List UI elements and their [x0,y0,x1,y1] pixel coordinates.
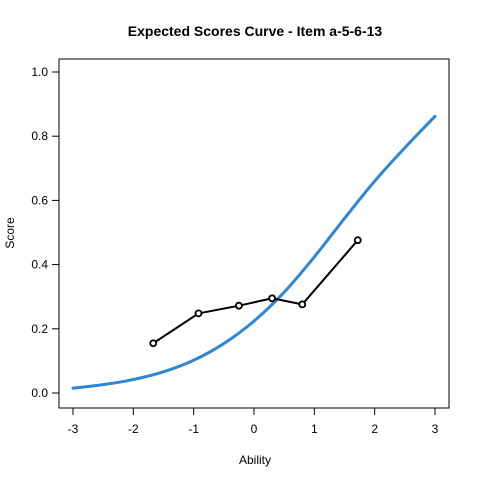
y-tick-label: 0.6 [31,193,48,207]
series-layer [71,114,437,390]
plot-frame [58,58,450,409]
observed-score-line [152,239,359,345]
x-tick-label: 2 [371,422,378,436]
observed-score-point [149,339,158,348]
y-axis-label: Score [3,217,17,249]
observed-score-point [235,301,243,310]
observed-score-point [194,309,203,318]
y-tick-label: 0.8 [31,129,48,143]
x-tick-label: 0 [251,422,258,436]
observed-score-point [353,236,362,245]
x-tick-label: -3 [68,422,79,436]
y-axis: 0.0 0.2 0.4 0.6 0.8 1.0 [31,65,60,400]
x-axis: -3 -2 -1 0 1 2 3 [68,407,439,436]
x-tick-label: -2 [128,422,139,436]
y-tick-label: 0.0 [31,386,48,400]
x-axis-label: Ability [239,453,271,467]
expected-score-curve [71,114,437,390]
x-tick-label: -1 [188,422,199,436]
chart-title: Expected Scores Curve - Item a-5-6-13 [128,23,383,39]
observed-score-point [298,300,307,309]
y-tick-label: 0.4 [31,258,48,272]
observed-score-point [268,294,277,303]
y-tick-label: 0.2 [31,322,48,336]
x-tick-label: 1 [311,422,318,436]
y-tick-label: 1.0 [31,65,48,79]
x-tick-label: 3 [432,422,439,436]
